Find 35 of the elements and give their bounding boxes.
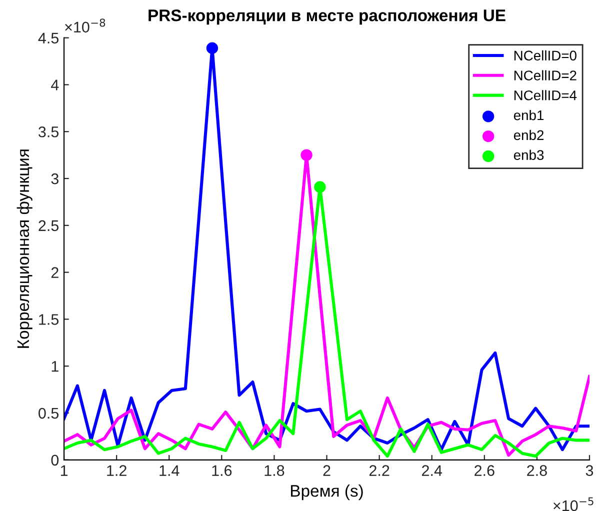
legend-label: NCellID=0	[514, 50, 576, 61]
x-tick-label: 1.6	[212, 465, 232, 476]
y-tick-label: 4.5	[38, 32, 59, 44]
y-tick-label: 1.5	[39, 314, 59, 325]
y-tick-label: 1	[52, 361, 58, 372]
x-tick-label: 2.4	[422, 465, 442, 476]
point	[314, 181, 326, 193]
legend-label: enb2	[514, 130, 544, 140]
x-tick-label: 2.2	[369, 465, 390, 476]
legend-label: NCellID=4	[514, 90, 577, 100]
x-tick-label: 1.8	[264, 465, 284, 476]
x-axis-title: Время (s)	[291, 484, 363, 500]
y-tick-label: 2	[51, 267, 58, 278]
x-tick-label: 1.4	[160, 465, 180, 476]
y-axis-title: Корреляционная функция	[16, 150, 32, 348]
x-tick-label: 2.8	[527, 465, 547, 476]
legend-label: enb3	[514, 150, 544, 160]
point	[300, 149, 312, 161]
text: ×10$^{−8}$	[65, 18, 106, 33]
text: ×10$^{−5}$	[554, 497, 594, 511]
y-tick-label: 2.5	[38, 220, 59, 232]
y-tick-label: 0.5	[38, 408, 59, 419]
point	[206, 42, 218, 54]
y-tick-label: 3	[51, 173, 58, 184]
x-tick-label: 1.2	[107, 465, 126, 476]
legend-label: enb1	[514, 110, 544, 120]
chart-title: PRS-корреляции в месте расположения UE	[148, 10, 506, 25]
x-tick-label: 2	[323, 465, 330, 476]
y-tick-label: 3.5	[38, 126, 59, 138]
x-tick-label: 3	[586, 465, 594, 476]
y-tick-label: 0	[51, 454, 59, 466]
x-tick-label: 1	[60, 465, 68, 476]
x-tick-label: 2.6	[474, 465, 494, 476]
y-tick-label: 4	[51, 80, 59, 90]
legend-label: NCellID=2	[514, 70, 576, 80]
